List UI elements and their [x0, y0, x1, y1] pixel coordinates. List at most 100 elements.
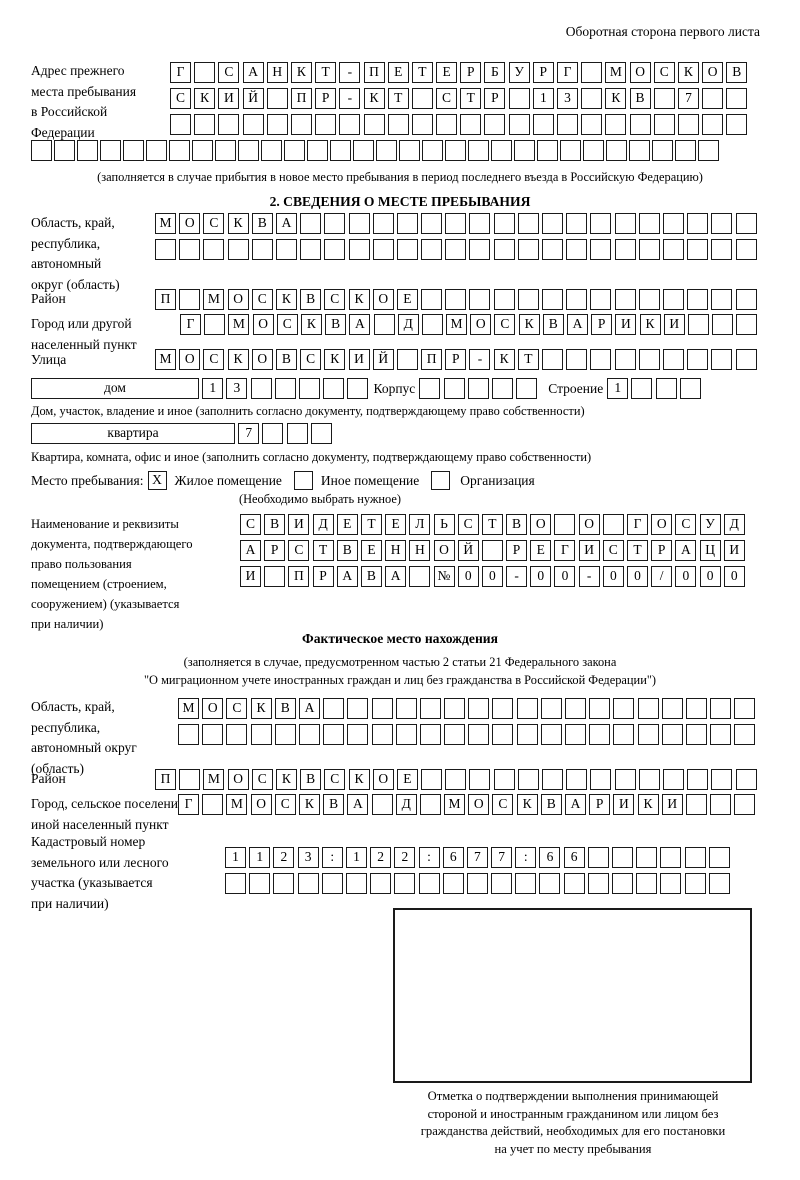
stay-place-checkbox-organization[interactable] [431, 471, 451, 490]
char-cell[interactable]: А [275, 213, 297, 234]
char-cell[interactable] [734, 698, 756, 719]
char-cell[interactable]: А [567, 314, 588, 335]
char-cell[interactable] [554, 514, 576, 535]
char-cell[interactable]: И [661, 794, 683, 815]
char-cell[interactable] [629, 114, 651, 135]
char-cell[interactable]: О [179, 213, 201, 234]
char-cell[interactable]: В [542, 314, 564, 335]
char-cell[interactable] [218, 114, 240, 135]
char-cell[interactable]: В [540, 794, 562, 815]
char-cell[interactable]: К [605, 88, 627, 109]
char-cell[interactable]: М [444, 794, 466, 815]
char-cell[interactable]: Т [460, 88, 482, 109]
char-cell[interactable]: М [155, 213, 176, 234]
char-cell[interactable] [652, 140, 673, 161]
char-cell[interactable]: С [218, 62, 240, 83]
char-cell[interactable] [589, 724, 611, 745]
char-cell[interactable] [266, 114, 288, 135]
char-cell[interactable]: С [324, 769, 346, 790]
char-cell[interactable]: М [203, 289, 225, 310]
char-cell[interactable] [460, 114, 482, 135]
char-cell[interactable]: О [227, 769, 249, 790]
char-cell[interactable]: Р [591, 314, 613, 335]
char-cell[interactable] [557, 114, 578, 135]
korpus-cells[interactable] [419, 378, 540, 399]
char-cell[interactable] [396, 349, 418, 370]
char-cell[interactable]: И [218, 88, 240, 109]
char-cell[interactable] [517, 213, 539, 234]
char-cell[interactable]: : [515, 847, 537, 868]
char-cell[interactable]: С [251, 289, 273, 310]
char-cell[interactable]: С [288, 540, 310, 561]
char-cell[interactable]: К [348, 289, 370, 310]
char-cell[interactable] [169, 140, 190, 161]
char-cell[interactable] [444, 698, 466, 719]
char-cell[interactable]: 3 [297, 847, 319, 868]
char-cell[interactable] [445, 769, 467, 790]
char-cell[interactable]: А [565, 794, 586, 815]
char-cell[interactable]: С [240, 514, 261, 535]
char-cell[interactable] [581, 62, 603, 83]
char-cell[interactable]: И [615, 314, 637, 335]
char-cell[interactable]: - [339, 62, 361, 83]
char-cell[interactable] [687, 349, 709, 370]
char-cell[interactable] [542, 349, 563, 370]
char-cell[interactable] [540, 698, 562, 719]
char-cell[interactable]: Й [372, 349, 394, 370]
char-cell[interactable] [661, 724, 683, 745]
char-cell[interactable] [687, 239, 709, 260]
actual-region-row-2[interactable] [178, 724, 759, 745]
char-cell[interactable] [491, 378, 513, 399]
char-cell[interactable] [581, 88, 603, 109]
char-cell[interactable] [734, 794, 756, 815]
char-cell[interactable]: 0 [627, 566, 648, 587]
char-cell[interactable] [508, 114, 530, 135]
char-cell[interactable] [638, 769, 660, 790]
char-cell[interactable]: А [349, 314, 371, 335]
char-cell[interactable]: О [372, 289, 394, 310]
char-cell[interactable] [310, 423, 332, 444]
char-cell[interactable] [444, 724, 466, 745]
char-cell[interactable]: Ц [699, 540, 721, 561]
char-cell[interactable] [566, 349, 588, 370]
char-cell[interactable]: О [179, 349, 201, 370]
char-cell[interactable]: С [251, 769, 273, 790]
char-cell[interactable]: Е [387, 62, 409, 83]
section2-region-row-2[interactable] [155, 239, 760, 260]
char-cell[interactable] [170, 114, 191, 135]
char-cell[interactable] [679, 378, 701, 399]
char-cell[interactable] [515, 873, 537, 894]
char-cell[interactable]: О [202, 698, 224, 719]
char-cell[interactable]: 6 [563, 847, 585, 868]
char-cell[interactable] [606, 140, 627, 161]
char-cell[interactable] [481, 540, 503, 561]
char-cell[interactable]: С [492, 794, 514, 815]
char-cell[interactable]: А [385, 566, 407, 587]
char-cell[interactable]: Е [530, 540, 552, 561]
char-cell[interactable]: К [227, 213, 249, 234]
char-cell[interactable]: Р [484, 88, 506, 109]
previous-address-row-3[interactable] [170, 114, 751, 135]
char-cell[interactable] [687, 213, 709, 234]
char-cell[interactable] [202, 794, 224, 815]
char-cell[interactable] [421, 289, 443, 310]
char-cell[interactable] [123, 140, 144, 161]
char-cell[interactable] [266, 88, 288, 109]
char-cell[interactable] [347, 724, 369, 745]
stamp-area[interactable] [393, 908, 752, 1083]
char-cell[interactable] [445, 140, 466, 161]
char-cell[interactable] [602, 514, 624, 535]
char-cell[interactable] [675, 140, 696, 161]
char-cell[interactable]: Г [180, 314, 201, 335]
char-cell[interactable]: С [324, 289, 346, 310]
char-cell[interactable] [468, 724, 490, 745]
char-cell[interactable]: О [629, 62, 651, 83]
char-cell[interactable] [662, 213, 684, 234]
char-cell[interactable]: 1 [202, 378, 224, 399]
char-cell[interactable] [300, 239, 322, 260]
